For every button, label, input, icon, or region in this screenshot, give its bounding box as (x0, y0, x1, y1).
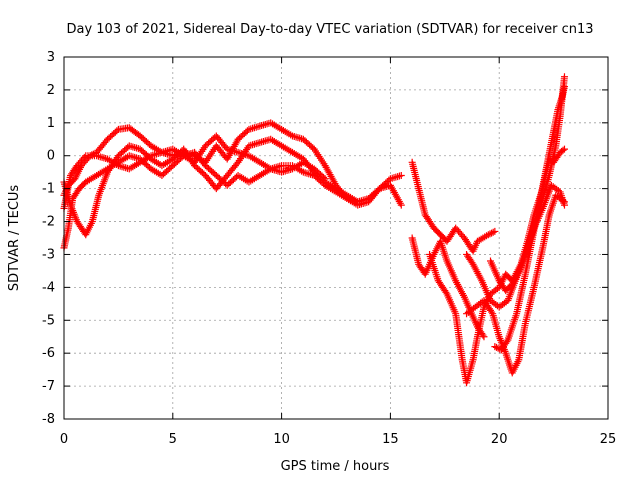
data-point (491, 227, 499, 235)
data-point (113, 127, 121, 135)
data-point (320, 173, 328, 181)
y-tick-label: 3 (47, 50, 55, 65)
y-tick-label: 1 (47, 116, 55, 131)
y-tick-label: -1 (42, 182, 55, 197)
data-point (559, 146, 567, 154)
plot-frame (63, 56, 609, 420)
series-track (60, 135, 405, 239)
x-tick-label: 25 (600, 432, 617, 447)
y-axis-label: SDTVAR / TECUs (7, 185, 22, 292)
x-tick-label: 20 (491, 432, 508, 447)
data-point (560, 201, 568, 209)
y-tick-label: -4 (42, 280, 55, 295)
y-tick-label: -8 (42, 412, 55, 427)
data-point (397, 171, 405, 179)
x-axis-label: GPS time / hours (281, 459, 390, 474)
series-track (486, 181, 568, 295)
data-point (442, 288, 450, 296)
y-tick-label: -5 (42, 313, 55, 328)
data-point (484, 231, 492, 239)
y-tick-label: -7 (42, 379, 55, 394)
y-tick-label: -3 (42, 247, 55, 262)
data-point (486, 230, 494, 238)
series-track (491, 83, 568, 354)
y-tick-label: 0 (47, 149, 55, 164)
data-point (560, 145, 568, 153)
series-track (408, 158, 499, 255)
data-point (492, 343, 500, 351)
data-point (397, 201, 405, 209)
data-point (354, 198, 362, 206)
data-point (489, 228, 497, 236)
y-tick-label: 2 (47, 83, 55, 98)
data-point (89, 150, 97, 158)
x-tick-label: 10 (273, 432, 290, 447)
data-point (480, 333, 488, 341)
series-track (60, 148, 362, 252)
data-point (488, 308, 496, 316)
x-tick-label: 0 (60, 432, 68, 447)
data-point (560, 83, 568, 91)
data-markers (60, 73, 568, 387)
series-track (60, 132, 329, 212)
data-point (491, 343, 499, 351)
data-point (488, 229, 496, 237)
x-tick-label: 5 (169, 432, 177, 447)
x-tick-label: 15 (382, 432, 399, 447)
grid-lines (64, 57, 608, 419)
y-tick-label: -6 (42, 346, 55, 361)
data-point (560, 73, 568, 81)
chart-title: Day 103 of 2021, Sidereal Day-to-day VTE… (66, 22, 593, 37)
data-point (503, 338, 511, 346)
data-point (80, 153, 88, 161)
data-point (321, 175, 329, 183)
y-tick-label: -2 (42, 215, 55, 230)
